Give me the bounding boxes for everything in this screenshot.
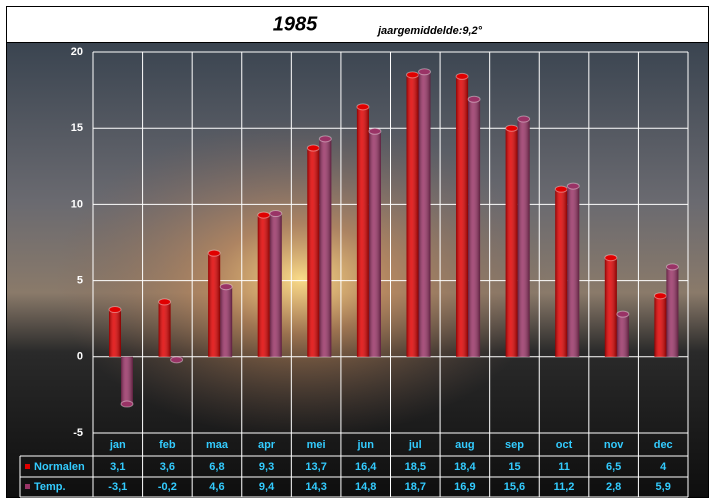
bar-shade [666,266,679,357]
bar-shade [319,138,332,357]
bar-cap [467,95,481,103]
table-value: 3,6 [160,461,175,473]
table-value: -0,2 [158,481,177,493]
table-value: 16,9 [454,481,475,493]
bar-cap [257,211,271,219]
x-tick-label: apr [258,439,276,451]
bar-shade [208,253,221,357]
x-tick-label: sep [505,439,524,451]
bar-cap [269,210,283,218]
table-value: 4 [660,461,667,473]
bar-cap [566,182,580,190]
chart-subtitle: jaargemiddelde:9,2° [376,25,483,37]
table-value: 11 [558,461,570,473]
x-tick-label: feb [159,439,176,451]
x-tick-label: oct [556,439,573,451]
bar-cap [120,400,134,408]
bar-shade [158,301,171,357]
y-tick-label: 20 [71,46,83,58]
bar-cap [356,103,370,111]
table-value: 3,1 [110,461,125,473]
bar-cap [306,144,320,152]
table-value: 13,7 [305,461,326,473]
bar-cap [418,68,431,76]
bar-cap [604,254,618,262]
table-value: 9,4 [259,481,275,493]
y-tick-label: -5 [73,427,83,439]
title-band [6,6,709,43]
x-tick-label: dec [654,439,673,451]
bar-shade [654,295,667,357]
table-value: 18,7 [405,481,426,493]
x-tick-label: jul [408,439,422,451]
bar-shade [456,76,469,357]
table-value: 6,5 [606,461,621,473]
table-value: 4,6 [209,481,224,493]
bar-cap [616,310,630,318]
bar-shade [121,356,133,405]
bar-cap [158,298,172,306]
legend-label: Temp. [34,481,66,493]
bar-cap [207,249,221,257]
bar-cap [505,124,519,132]
table-value: 5,9 [656,481,671,493]
table-value: 16,4 [355,461,377,473]
bar-shade [517,119,530,357]
bar-shade [567,186,580,357]
chart-title: 1985 [273,13,318,35]
bar-cap [653,292,667,300]
bar-shade [368,131,381,357]
bar-cap [665,263,679,271]
legend-label: Normalen [34,461,85,473]
bar-shade [406,74,419,357]
table-value: 6,8 [209,461,224,473]
bar-shade [109,309,121,357]
bar-shade [555,189,568,357]
bar-cap [455,72,469,80]
bar-shade [220,286,233,357]
table-value: -3,1 [108,481,127,493]
y-tick-label: 10 [71,198,83,210]
bar-cap [219,283,233,291]
bar-cap [368,127,382,135]
bar-shade [468,99,481,357]
bar-cap [517,115,531,123]
table-value: 18,4 [454,461,476,473]
bar-cap [406,71,419,79]
legend-swatch [25,464,30,469]
x-tick-label: aug [455,439,475,451]
x-tick-label: jan [109,439,126,451]
x-tick-label: maa [206,439,229,451]
bar-shade [356,106,369,357]
bar-shade [616,314,629,357]
y-tick-label: 0 [77,351,83,363]
x-tick-label: mei [307,439,326,451]
legend-swatch [25,484,30,489]
bar-cap [554,185,568,193]
table-value: 14,8 [355,481,376,493]
bar-shade [505,128,518,357]
bar-cap [108,306,122,314]
bar-cap [318,135,332,143]
bar-shade [269,213,282,357]
bar-shade [418,71,431,357]
table-value: 14,3 [305,481,326,493]
table-value: 2,8 [606,481,621,493]
y-tick-label: 5 [77,275,83,287]
table-value: 18,5 [405,461,426,473]
table-value: 15,6 [504,481,525,493]
table-value: 11,2 [554,481,575,493]
bar-cap [170,356,184,364]
table-value: 9,3 [259,461,274,473]
y-tick-label: 15 [71,122,83,134]
x-tick-label: jun [356,439,374,451]
table-value: 15 [508,461,520,473]
bar-shade [307,148,320,357]
bar-shade [257,215,270,357]
bar-shade [604,257,617,357]
x-tick-label: nov [604,439,624,451]
